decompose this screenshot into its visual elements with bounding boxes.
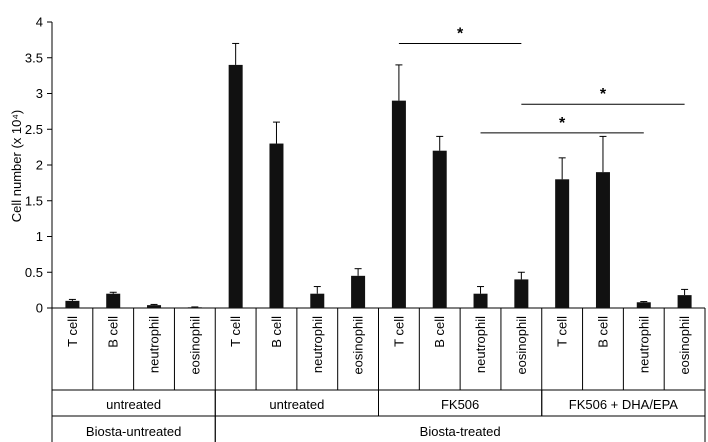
y-tick-label: 1 [36,229,43,244]
category-label: neutrophil [473,316,488,373]
group-label-level1: untreated [106,397,161,412]
category-label: B cell [269,316,284,348]
category-label: eosinophil [187,316,202,375]
y-tick-label: 4 [36,15,43,30]
category-label: T cell [555,316,570,347]
group-label-level1: untreated [269,397,324,412]
y-ticks: 0 0.5 1 1.5 2 2.5 3 3.5 4 [25,15,52,316]
category-label: eosinophil [514,316,529,375]
bar [228,64,243,309]
y-axis-title: Cell number (x 10⁴) [9,110,24,223]
bar [432,150,447,308]
bar [65,300,80,308]
bar [269,143,284,308]
category-label: T cell [391,316,406,347]
y-tick-label: 2 [36,158,43,173]
y-tick-label: 0.5 [25,265,43,280]
category-label: B cell [106,316,121,348]
category-label: T cell [65,316,80,347]
y-tick-label: 3 [36,86,43,101]
bar [310,293,325,308]
category-label: eosinophil [677,316,692,375]
bar [187,307,202,309]
bar [677,295,692,308]
y-tick-label: 2.5 [25,122,43,137]
bar [391,100,406,309]
group-labels: untreated untreated FK506 FK506 + DHA/EPA Bi… [51,389,706,442]
category-label: T cell [228,316,243,347]
group-label-level2: Biosta-untreated [86,424,181,439]
significance-star: * [600,86,607,103]
bar [473,293,488,308]
bars [65,64,692,309]
category-label: neutrophil [636,316,651,373]
group-label-level1: FK506 [441,397,479,412]
category-label: neutrophil [310,316,325,373]
category-label: neutrophil [147,316,162,373]
group-label-level1: FK506 + DHA/EPA [569,397,679,412]
y-tick-label: 0 [36,301,43,316]
error-bars [68,42,689,308]
y-tick-label: 1.5 [25,193,43,208]
bar [514,279,529,308]
bar [351,275,366,308]
category-label: eosinophil [351,316,366,375]
category-label: B cell [595,316,610,348]
y-tick-label: 3.5 [25,50,43,65]
significance-star: * [559,115,566,132]
significance-star: * [457,25,464,42]
significance-markers: * * * [398,25,685,134]
bar [595,172,610,308]
x-category-labels: T cell B cell neutrophil eosinophil T cell B … [51,308,706,390]
bar [147,305,162,308]
bar [555,179,570,308]
bar [106,293,121,308]
category-label: B cell [432,316,447,348]
group-label-level2: Biosta-treated [420,424,501,439]
bar [636,302,651,308]
